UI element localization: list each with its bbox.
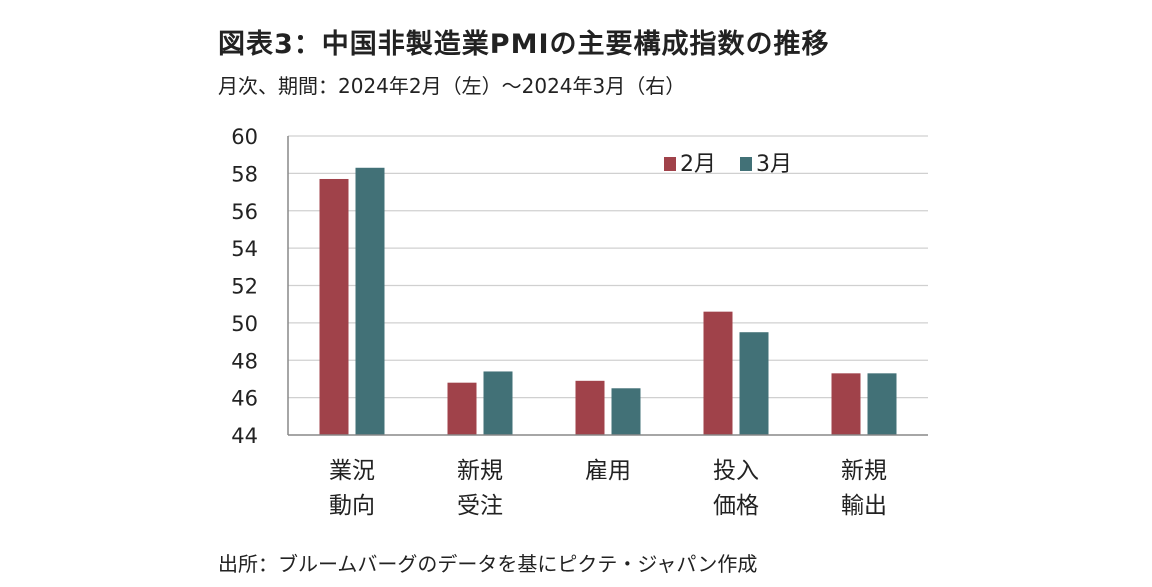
x-category-label: 輸出: [841, 493, 887, 519]
y-tick-label: 60: [231, 125, 258, 149]
source-note: 出所：ブルームバーグのデータを基にピクテ・ジャパン作成: [218, 552, 758, 576]
bar-feb: [703, 311, 733, 435]
y-tick-label: 56: [231, 200, 258, 224]
bar-feb: [447, 382, 477, 435]
y-tick-label: 48: [231, 349, 258, 373]
bar-feb: [319, 178, 349, 435]
bar-feb: [575, 380, 605, 435]
x-category-label: 受注: [457, 493, 503, 519]
x-category-label: 新規: [841, 458, 887, 484]
y-tick-label: 46: [231, 387, 258, 411]
axes: [287, 136, 928, 436]
x-category-label: 新規: [457, 458, 503, 484]
bar-mar: [483, 371, 513, 435]
bar-feb: [831, 373, 861, 435]
bar-mar: [355, 167, 385, 436]
x-category-label: 投入: [713, 458, 759, 484]
y-tick-label: 52: [231, 275, 258, 299]
legend-label: 2月: [680, 152, 716, 177]
bar-mar: [739, 332, 769, 435]
y-axis-ticks: 44 46 48 50 52 54 56 58 60: [231, 125, 258, 448]
y-tick-label: 54: [231, 237, 258, 261]
legend-label: 3月: [756, 152, 792, 177]
chart-subtitle: 月次、期間：2024年2月（左）～2024年3月（右）: [218, 74, 686, 98]
bars: [319, 167, 897, 436]
x-category-label: 雇用: [585, 458, 631, 484]
chart-title: 図表3：中国非製造業PMIの主要構成指数の推移: [218, 29, 830, 60]
gridlines: [288, 135, 928, 399]
bar-mar: [611, 388, 641, 435]
y-tick-label: 50: [231, 312, 258, 336]
x-category-label: 価格: [713, 493, 759, 519]
legend: 2月 3月: [664, 152, 792, 177]
bar-mar: [867, 373, 897, 435]
y-tick-label: 44: [231, 424, 258, 448]
y-tick-label: 58: [231, 162, 258, 186]
x-category-label: 動向: [329, 493, 375, 519]
legend-swatch: [664, 157, 676, 171]
x-category-label: 業況: [329, 458, 375, 484]
legend-swatch: [740, 157, 752, 171]
